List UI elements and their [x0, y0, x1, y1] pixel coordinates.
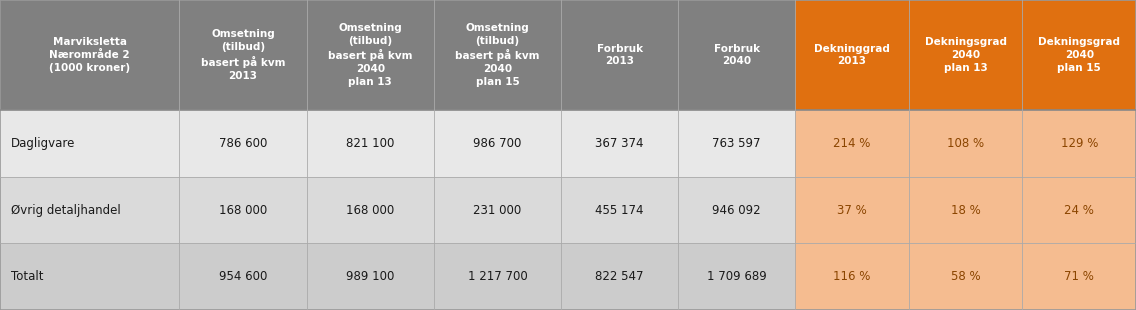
- Text: Dekninggrad
2013: Dekninggrad 2013: [815, 44, 889, 66]
- Text: 231 000: 231 000: [474, 204, 521, 216]
- Text: Omsetning
(tilbud)
basert på kvm
2013: Omsetning (tilbud) basert på kvm 2013: [201, 29, 285, 81]
- Bar: [795, 110, 909, 177]
- Bar: [909, 0, 1022, 110]
- Bar: [1022, 0, 1136, 110]
- Text: 18 %: 18 %: [951, 204, 980, 216]
- Text: 986 700: 986 700: [474, 137, 521, 150]
- Text: 1 217 700: 1 217 700: [468, 270, 527, 283]
- Bar: [561, 177, 678, 243]
- Text: 946 092: 946 092: [712, 204, 761, 216]
- Text: Forbruk
2013: Forbruk 2013: [596, 44, 643, 66]
- Text: Dekningsgrad
2040
plan 15: Dekningsgrad 2040 plan 15: [1038, 37, 1120, 73]
- Bar: [678, 110, 795, 177]
- Text: 58 %: 58 %: [951, 270, 980, 283]
- Bar: [678, 0, 795, 110]
- Bar: [179, 0, 307, 110]
- Text: Omsetning
(tilbud)
basert på kvm
2040
plan 15: Omsetning (tilbud) basert på kvm 2040 pl…: [456, 23, 540, 87]
- Bar: [795, 0, 909, 110]
- Text: 989 100: 989 100: [346, 270, 394, 283]
- Bar: [561, 110, 678, 177]
- Bar: [561, 0, 678, 110]
- Bar: [307, 110, 434, 177]
- Text: 24 %: 24 %: [1064, 204, 1094, 216]
- Bar: [0, 0, 179, 110]
- Text: 108 %: 108 %: [947, 137, 984, 150]
- Text: 129 %: 129 %: [1061, 137, 1097, 150]
- Bar: [1022, 110, 1136, 177]
- Text: 37 %: 37 %: [837, 204, 867, 216]
- Bar: [909, 177, 1022, 243]
- Text: Omsetning
(tilbud)
basert på kvm
2040
plan 13: Omsetning (tilbud) basert på kvm 2040 pl…: [328, 23, 412, 87]
- Text: 821 100: 821 100: [346, 137, 394, 150]
- Bar: [678, 177, 795, 243]
- Text: Marviksletta
Nærområde 2
(1000 kroner): Marviksletta Nærområde 2 (1000 kroner): [49, 37, 131, 73]
- Text: 168 000: 168 000: [346, 204, 394, 216]
- Text: 71 %: 71 %: [1064, 270, 1094, 283]
- Text: 168 000: 168 000: [219, 204, 267, 216]
- Text: 1 709 689: 1 709 689: [707, 270, 767, 283]
- Bar: [678, 243, 795, 310]
- Text: 214 %: 214 %: [834, 137, 870, 150]
- Bar: [307, 0, 434, 110]
- Text: 822 547: 822 547: [595, 270, 644, 283]
- Bar: [0, 243, 179, 310]
- Bar: [0, 177, 179, 243]
- Bar: [1022, 177, 1136, 243]
- Text: 786 600: 786 600: [219, 137, 267, 150]
- Bar: [909, 243, 1022, 310]
- Text: Dekningsgrad
2040
plan 13: Dekningsgrad 2040 plan 13: [925, 37, 1006, 73]
- Bar: [434, 177, 561, 243]
- Bar: [307, 243, 434, 310]
- Bar: [307, 177, 434, 243]
- Bar: [434, 243, 561, 310]
- Bar: [909, 110, 1022, 177]
- Bar: [795, 177, 909, 243]
- Bar: [179, 243, 307, 310]
- Bar: [179, 110, 307, 177]
- Bar: [561, 243, 678, 310]
- Bar: [1022, 243, 1136, 310]
- Bar: [434, 110, 561, 177]
- Text: 455 174: 455 174: [595, 204, 644, 216]
- Text: 116 %: 116 %: [834, 270, 870, 283]
- Text: 763 597: 763 597: [712, 137, 761, 150]
- Bar: [795, 243, 909, 310]
- Text: Øvrig detaljhandel: Øvrig detaljhandel: [11, 204, 122, 216]
- Bar: [434, 0, 561, 110]
- Text: Dagligvare: Dagligvare: [11, 137, 76, 150]
- Text: Totalt: Totalt: [11, 270, 44, 283]
- Bar: [179, 177, 307, 243]
- Text: Forbruk
2040: Forbruk 2040: [713, 44, 760, 66]
- Bar: [0, 110, 179, 177]
- Text: 954 600: 954 600: [219, 270, 267, 283]
- Text: 367 374: 367 374: [595, 137, 644, 150]
